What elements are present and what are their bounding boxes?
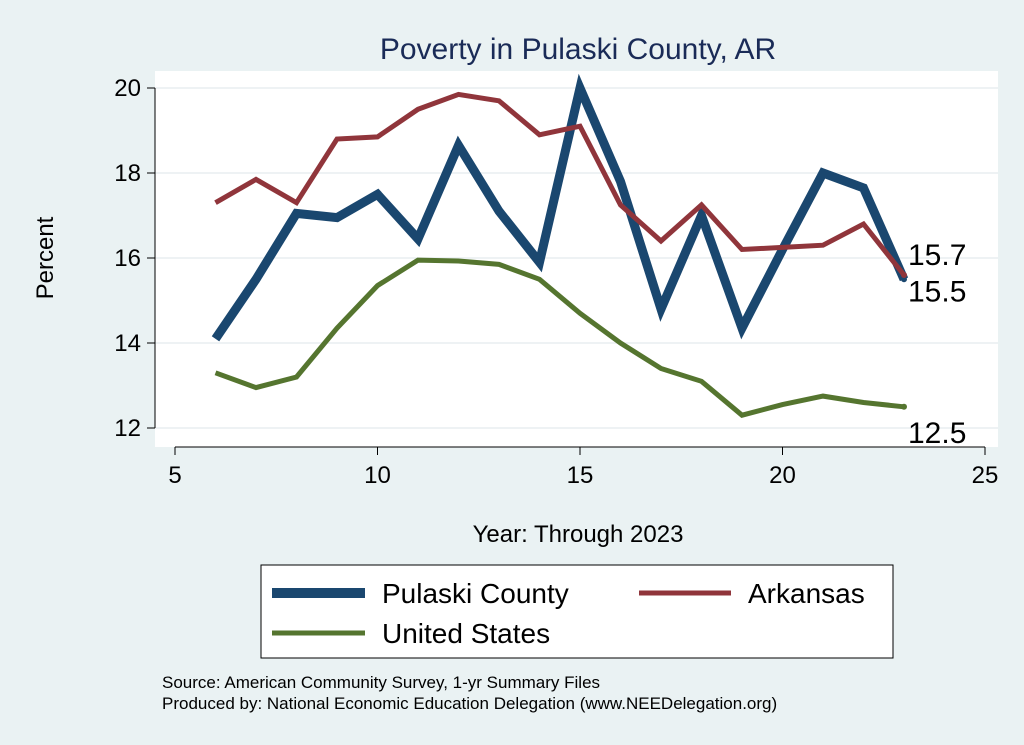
series-line-us — [214, 257, 905, 418]
series-endpoint-arkansas — [901, 272, 907, 278]
legend-label-arkansas: Arkansas — [748, 578, 865, 609]
x-tick-label-15: 15 — [567, 462, 594, 489]
series-line-pulaski — [211, 73, 909, 342]
source-note: Source: American Community Survey, 1-yr … — [162, 673, 600, 692]
x-tick-label-10: 10 — [364, 462, 391, 489]
y-tick-label-16: 16 — [114, 245, 141, 272]
x-tick-label-20: 20 — [769, 462, 796, 489]
series-endpoint-us — [901, 403, 907, 410]
x-axis-label: Year: Through 2023 — [473, 521, 684, 548]
end-label-us: 12.5 — [908, 417, 966, 450]
series-endpoint-pulaski — [901, 276, 907, 283]
y-tick-label-12: 12 — [114, 415, 141, 442]
y-tick-label-18: 18 — [114, 160, 141, 187]
legend-label-us: United States — [382, 618, 550, 649]
y-tick-label-14: 14 — [114, 330, 141, 357]
x-tick-label-25: 25 — [972, 462, 999, 489]
x-tick-label-5: 5 — [168, 462, 181, 489]
producer-note: Produced by: National Economic Education… — [162, 694, 777, 713]
end-labels: 15.515.7 12.5 — [908, 239, 966, 450]
y-tick-label-20: 20 — [114, 75, 141, 102]
end-label-pulaski: 15.5 — [908, 275, 966, 308]
gridlines — [155, 87, 998, 429]
end-label-arkansas: 15.7 — [908, 239, 966, 272]
series-line-arkansas — [214, 91, 906, 277]
plot-area — [155, 71, 998, 447]
legend-box — [260, 564, 894, 659]
legend: Pulaski County Arkansas United States — [260, 564, 894, 659]
chart-title: Poverty in Pulaski County, AR — [380, 33, 776, 66]
axes: 12 14 16 18 20 5 10 15 20 25 — [114, 75, 998, 489]
series-lines — [211, 73, 909, 418]
y-axis-label: Percent — [32, 216, 59, 299]
legend-label-pulaski: Pulaski County — [382, 578, 569, 609]
